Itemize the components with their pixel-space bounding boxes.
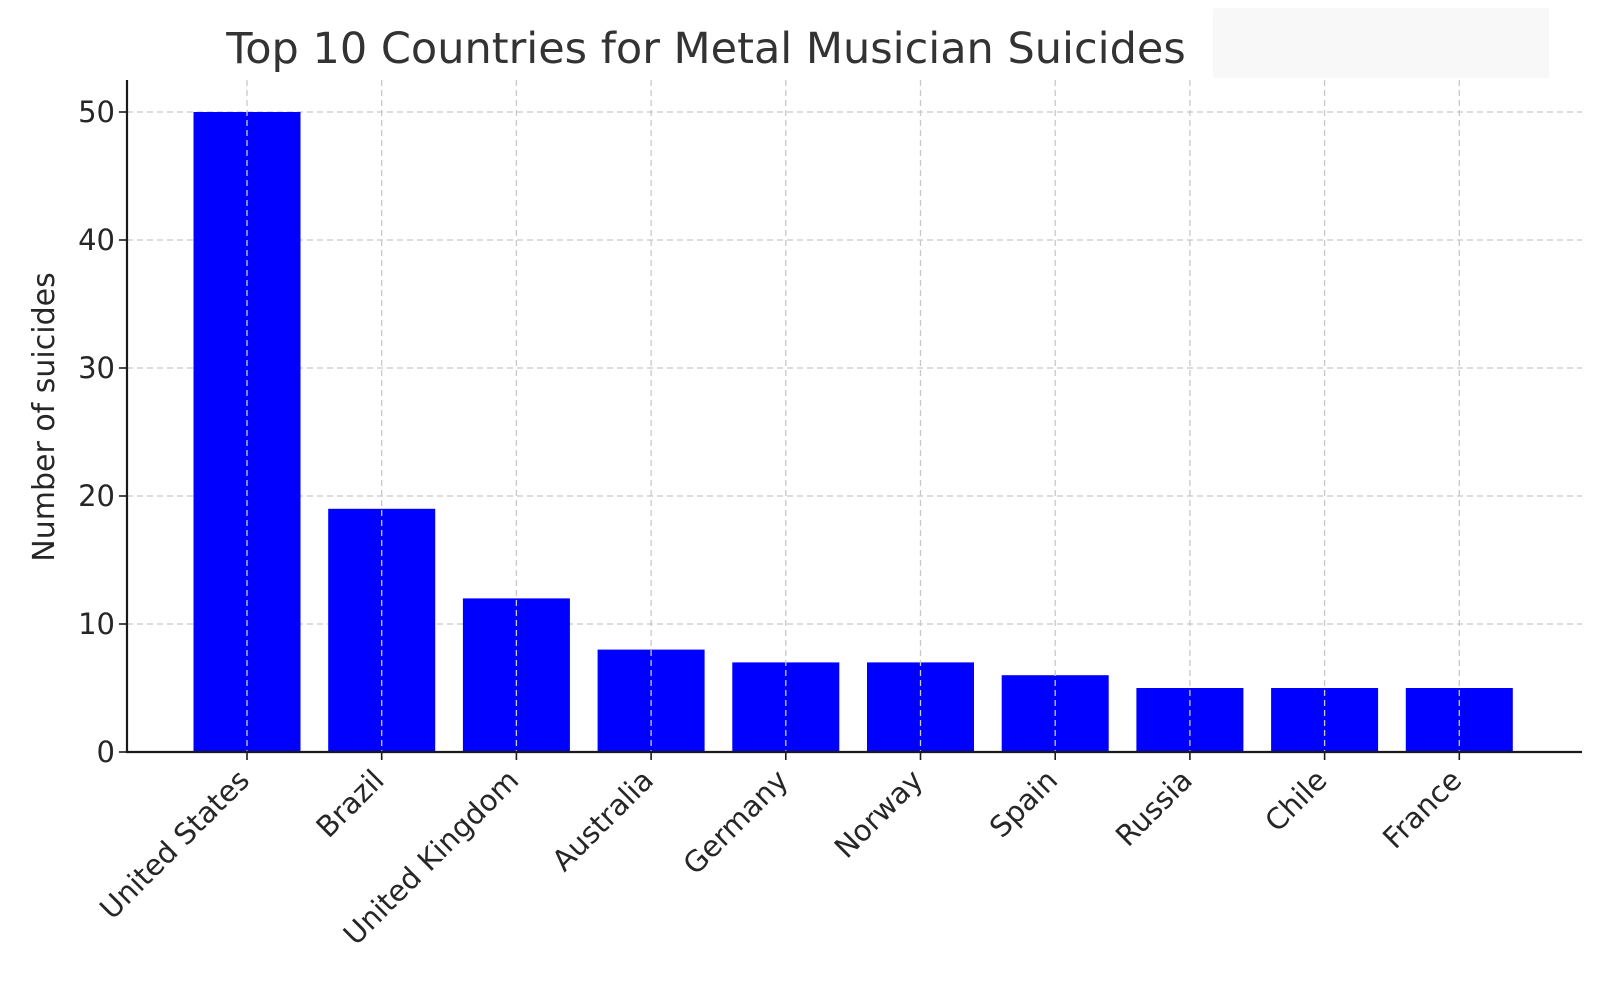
y-tick-label: 40 — [78, 223, 115, 257]
y-axis-label: Number of suicides — [27, 272, 62, 561]
bar — [732, 662, 840, 752]
x-tick-label: Russia — [1109, 763, 1199, 853]
y-tick-label: 10 — [78, 607, 115, 641]
bar — [867, 662, 974, 752]
y-tick-label: 50 — [78, 95, 115, 129]
x-tick-label: France — [1376, 763, 1468, 855]
x-tick-label: Germany — [676, 763, 794, 881]
bars — [193, 80, 1513, 752]
y-tick-label: 30 — [78, 351, 115, 385]
title-backdrop — [1213, 8, 1549, 78]
x-tick-label: Norway — [828, 763, 930, 865]
y-tick-label: 20 — [78, 479, 115, 513]
x-tick-label: Australia — [545, 763, 660, 878]
x-tick-label: United States — [93, 763, 256, 926]
chart-title: Top 10 Countries for Metal Musician Suic… — [225, 24, 1185, 74]
x-tick-label: Spain — [983, 763, 1064, 844]
y-axis-ticks: 0 10 20 30 40 50 — [78, 95, 127, 769]
x-tick-label: Chile — [1258, 763, 1333, 838]
y-tick-label: 0 — [97, 735, 115, 769]
x-tick-label: Brazil — [309, 763, 390, 844]
axes — [125, 80, 1582, 754]
